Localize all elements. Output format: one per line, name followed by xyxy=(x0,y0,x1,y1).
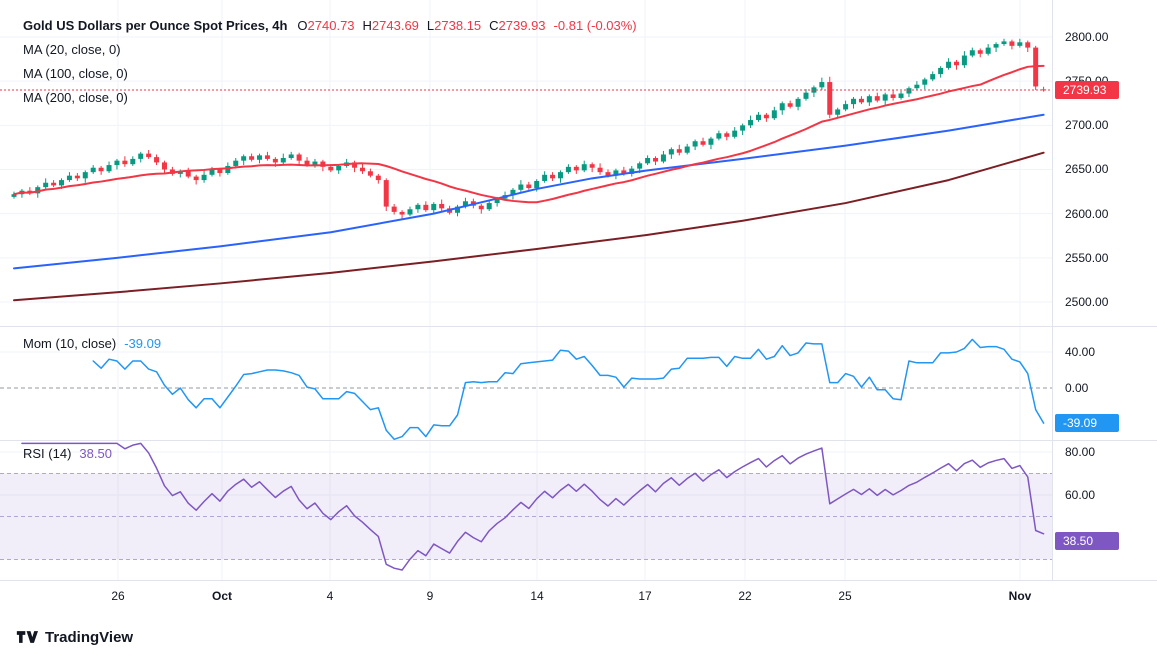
axis-tick-label: 0.00 xyxy=(1065,381,1089,395)
axis-tick-label: 60.00 xyxy=(1065,488,1096,502)
ma100-legend[interactable]: MA (100, close, 0) xyxy=(23,66,128,81)
rsi-badge: 38.50 xyxy=(1055,532,1119,551)
tradingview-logo-text: TradingView xyxy=(45,628,134,646)
low-label: L xyxy=(426,18,435,33)
time-tick-label: 9 xyxy=(426,589,434,603)
time-tick-label: 4 xyxy=(326,589,334,603)
ohlc-values: O2740.73 H2743.69 L2738.15 C2739.93 -0.81 (-… xyxy=(297,18,644,33)
candlesticks xyxy=(11,38,1047,219)
time-tick-label: Nov xyxy=(1008,589,1032,603)
time-tick-label: Oct xyxy=(211,589,233,603)
time-tick-label: 25 xyxy=(838,589,852,603)
axis-tick-label: 2650.00 xyxy=(1065,162,1109,177)
rsi-line xyxy=(21,442,1045,571)
ma20-legend[interactable]: MA (20, close, 0) xyxy=(23,42,121,57)
ma20-line xyxy=(13,64,1045,204)
time-tick-label: 22 xyxy=(738,589,752,603)
ma200-line xyxy=(13,151,1045,302)
change-value: -0.81 (-0.03%) xyxy=(553,18,637,33)
price-legend: Gold US Dollars per Ounce Spot Prices, 4… xyxy=(23,14,645,110)
time-tick-label: 26 xyxy=(111,589,125,603)
axis-tick-label: 2500.00 xyxy=(1065,294,1109,309)
open-label: O xyxy=(297,18,308,33)
momentum-line xyxy=(92,338,1045,441)
ma100-line xyxy=(13,113,1045,270)
high-label: H xyxy=(362,18,372,33)
time-axis[interactable]: 26 Oct 4 9 14 17 22 25 Nov xyxy=(0,580,1052,610)
rsi-legend[interactable]: RSI (14) 38.50 xyxy=(23,446,112,461)
time-tick-label: 17 xyxy=(638,589,652,603)
tradingview-logo[interactable]: TradingView xyxy=(16,628,133,646)
momentum-value: -39.09 xyxy=(124,336,162,351)
last-price-badge: 2739.93 xyxy=(1055,81,1119,100)
time-tick-label: 14 xyxy=(530,589,544,603)
momentum-badge: -39.09 xyxy=(1055,414,1119,433)
low-value: 2738.15 xyxy=(434,18,482,33)
axis-tick-label: 40.00 xyxy=(1065,345,1096,359)
symbol-title-row[interactable]: Gold US Dollars per Ounce Spot Prices, 4… xyxy=(23,14,645,38)
rsi-value: 38.50 xyxy=(79,446,112,461)
axis-tick-label: 2800.00 xyxy=(1065,30,1109,44)
ma200-legend[interactable]: MA (200, close, 0) xyxy=(23,90,128,105)
momentum-legend[interactable]: Mom (10, close) -39.09 xyxy=(23,336,161,351)
axis-tick-label: 2700.00 xyxy=(1065,118,1109,133)
close-label: C xyxy=(489,18,499,33)
high-value: 2743.69 xyxy=(371,18,419,33)
tradingview-icon xyxy=(16,631,38,643)
open-value: 2740.73 xyxy=(307,18,355,33)
axis-tick-label: 2550.00 xyxy=(1065,250,1109,265)
symbol-title: Gold US Dollars per Ounce Spot Prices, 4… xyxy=(23,18,288,33)
rsi-label: RSI (14) xyxy=(23,446,72,461)
close-value: 2739.93 xyxy=(498,18,546,33)
axis-tick-label: 80.00 xyxy=(1065,445,1096,459)
momentum-label: Mom (10, close) xyxy=(23,336,117,351)
axis-tick-label: 2600.00 xyxy=(1065,206,1109,221)
